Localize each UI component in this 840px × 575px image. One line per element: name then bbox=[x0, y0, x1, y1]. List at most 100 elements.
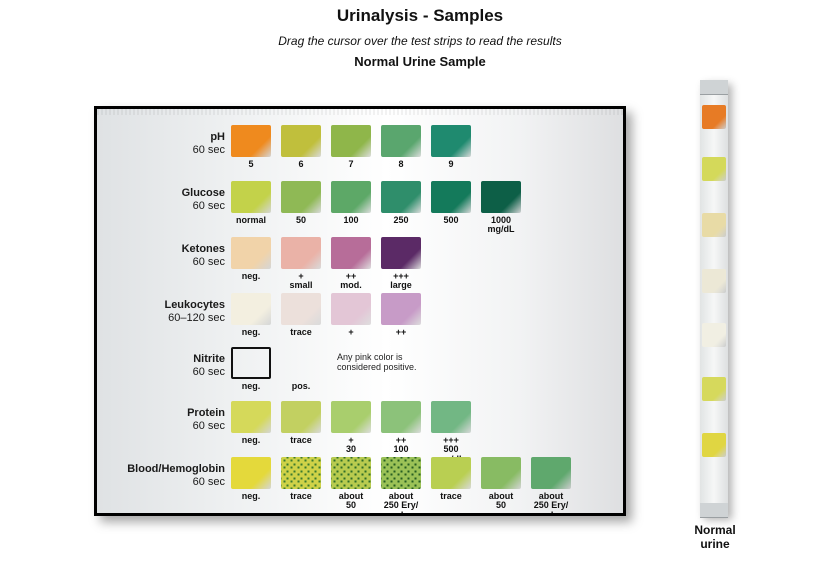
swatch-label: 100 bbox=[331, 216, 371, 225]
swatch-cell: about 50 bbox=[331, 457, 371, 516]
color-swatch bbox=[331, 125, 371, 157]
color-swatch bbox=[481, 457, 521, 489]
chart-row-blood-hemoglobin: Blood/Hemoglobin60 secneg.traceabout 50a… bbox=[97, 457, 623, 515]
swatch-cell: 7 bbox=[331, 125, 371, 169]
swatch-label: about 250 Ery/µL bbox=[381, 492, 421, 516]
color-swatch bbox=[381, 125, 421, 157]
row-note: Any pink color is considered positive. bbox=[337, 353, 427, 373]
row-cells: neg. pos. bbox=[231, 347, 321, 391]
strip-pad[interactable] bbox=[702, 377, 726, 401]
swatch-label: neg. bbox=[231, 328, 271, 337]
strip-pad[interactable] bbox=[702, 213, 726, 237]
swatch-cell: trace bbox=[431, 457, 471, 516]
color-swatch bbox=[381, 237, 421, 269]
color-swatch bbox=[281, 181, 321, 213]
chart-row-ph: pH60 sec56789 bbox=[97, 125, 623, 183]
color-swatch bbox=[281, 125, 321, 157]
row-sublabel: 60 sec bbox=[105, 144, 225, 157]
color-swatch bbox=[431, 401, 471, 433]
swatch-label: neg. bbox=[231, 492, 271, 501]
swatch-cell: neg. bbox=[231, 237, 271, 291]
swatch-label: about 50 bbox=[331, 492, 371, 511]
color-swatch bbox=[231, 125, 271, 157]
swatch-cell: neg. bbox=[231, 347, 271, 391]
color-swatch bbox=[231, 347, 271, 379]
swatch-label: trace bbox=[431, 492, 471, 501]
color-swatch bbox=[281, 293, 321, 325]
chart-row-leukocytes: Leukocytes60–120 secneg.trace+++ bbox=[97, 293, 623, 351]
swatch-cell: trace bbox=[281, 401, 321, 464]
swatch-cell: ++ bbox=[381, 293, 421, 337]
color-swatch bbox=[431, 457, 471, 489]
row-cells: normal501002505001000 mg/dL bbox=[231, 181, 521, 235]
row-cells: 5 6 7 8 9 bbox=[231, 125, 471, 169]
swatch-cell: 500 bbox=[431, 181, 471, 235]
swatch-label: 5 bbox=[231, 160, 271, 169]
color-swatch bbox=[281, 457, 321, 489]
swatch-label: +++ large bbox=[381, 272, 421, 291]
row-sublabel: 60 sec bbox=[105, 476, 225, 489]
color-swatch bbox=[281, 237, 321, 269]
swatch-cell: 5 bbox=[231, 125, 271, 169]
swatch-label: 250 bbox=[381, 216, 421, 225]
swatch-cell: trace bbox=[281, 293, 321, 337]
color-swatch bbox=[381, 181, 421, 213]
swatch-cell: 1000 mg/dL bbox=[481, 181, 521, 235]
row-label: Nitrite60 sec bbox=[105, 353, 225, 378]
swatch-label: pos. bbox=[281, 382, 321, 391]
swatch-label: trace bbox=[281, 436, 321, 445]
swatch-label: 1000 mg/dL bbox=[481, 216, 521, 235]
color-swatch bbox=[381, 401, 421, 433]
test-strip-body[interactable] bbox=[700, 95, 728, 503]
swatch-cell: normal bbox=[231, 181, 271, 235]
strip-pad[interactable] bbox=[702, 433, 726, 457]
color-swatch bbox=[281, 401, 321, 433]
strip-pad[interactable] bbox=[702, 105, 726, 129]
swatch-cell: 8 bbox=[381, 125, 421, 169]
swatch-cell: ++ 100 bbox=[381, 401, 421, 464]
swatch-label: neg. bbox=[231, 382, 271, 391]
swatch-label: 8 bbox=[381, 160, 421, 169]
color-swatch bbox=[331, 457, 371, 489]
page: Urinalysis - Samples Drag the cursor ove… bbox=[0, 0, 840, 575]
swatch-cell: 100 bbox=[331, 181, 371, 235]
chart-row-ketones: Ketones60 secneg.+ small++ mod.+++ large bbox=[97, 237, 623, 295]
chart-row-protein: Protein60 secneg.trace+ 30++ 100+++ 500 … bbox=[97, 401, 623, 459]
strip-pad[interactable] bbox=[702, 269, 726, 293]
page-title: Urinalysis - Samples bbox=[0, 6, 840, 26]
strip-pad[interactable] bbox=[702, 157, 726, 181]
swatch-label: neg. bbox=[231, 436, 271, 445]
color-swatch bbox=[381, 457, 421, 489]
swatch-cell: pos. bbox=[281, 347, 321, 391]
color-swatch bbox=[431, 125, 471, 157]
strip-pad[interactable] bbox=[702, 323, 726, 347]
reference-chart: pH60 sec56789Glucose60 secnormal50100250… bbox=[94, 106, 626, 516]
swatch-cell: 250 bbox=[381, 181, 421, 235]
swatch-cell: about 250 Ery/µL bbox=[531, 457, 571, 516]
test-strip[interactable] bbox=[700, 80, 728, 516]
swatch-label: neg. bbox=[231, 272, 271, 281]
chart-top-stripes bbox=[97, 109, 623, 115]
swatch-cell: trace bbox=[281, 457, 321, 516]
color-swatch bbox=[231, 293, 271, 325]
color-swatch bbox=[381, 293, 421, 325]
chart-row-nitrite: Nitrite60 sec neg. pos. Any pink color is c… bbox=[97, 347, 623, 405]
row-sublabel: 60 sec bbox=[105, 200, 225, 213]
swatch-cell: 9 bbox=[431, 125, 471, 169]
swatch-label: ++ mod. bbox=[331, 272, 371, 291]
swatch-label: + small bbox=[281, 272, 321, 291]
row-sublabel: 60–120 sec bbox=[105, 312, 225, 325]
color-swatch bbox=[331, 293, 371, 325]
swatch-cell: + 30 bbox=[331, 401, 371, 464]
swatch-label: trace bbox=[281, 492, 321, 501]
swatch-cell: ++ mod. bbox=[331, 237, 371, 291]
swatch-cell: + small bbox=[281, 237, 321, 291]
row-cells: neg. + small ++ mod. +++ large bbox=[231, 237, 421, 291]
row-label: Glucose60 sec bbox=[105, 187, 225, 212]
swatch-label: normal bbox=[231, 216, 271, 225]
swatch-cell: 6 bbox=[281, 125, 321, 169]
row-label: Protein60 sec bbox=[105, 407, 225, 432]
row-sublabel: 60 sec bbox=[105, 256, 225, 269]
swatch-label: 7 bbox=[331, 160, 371, 169]
swatch-cell: neg. bbox=[231, 293, 271, 337]
